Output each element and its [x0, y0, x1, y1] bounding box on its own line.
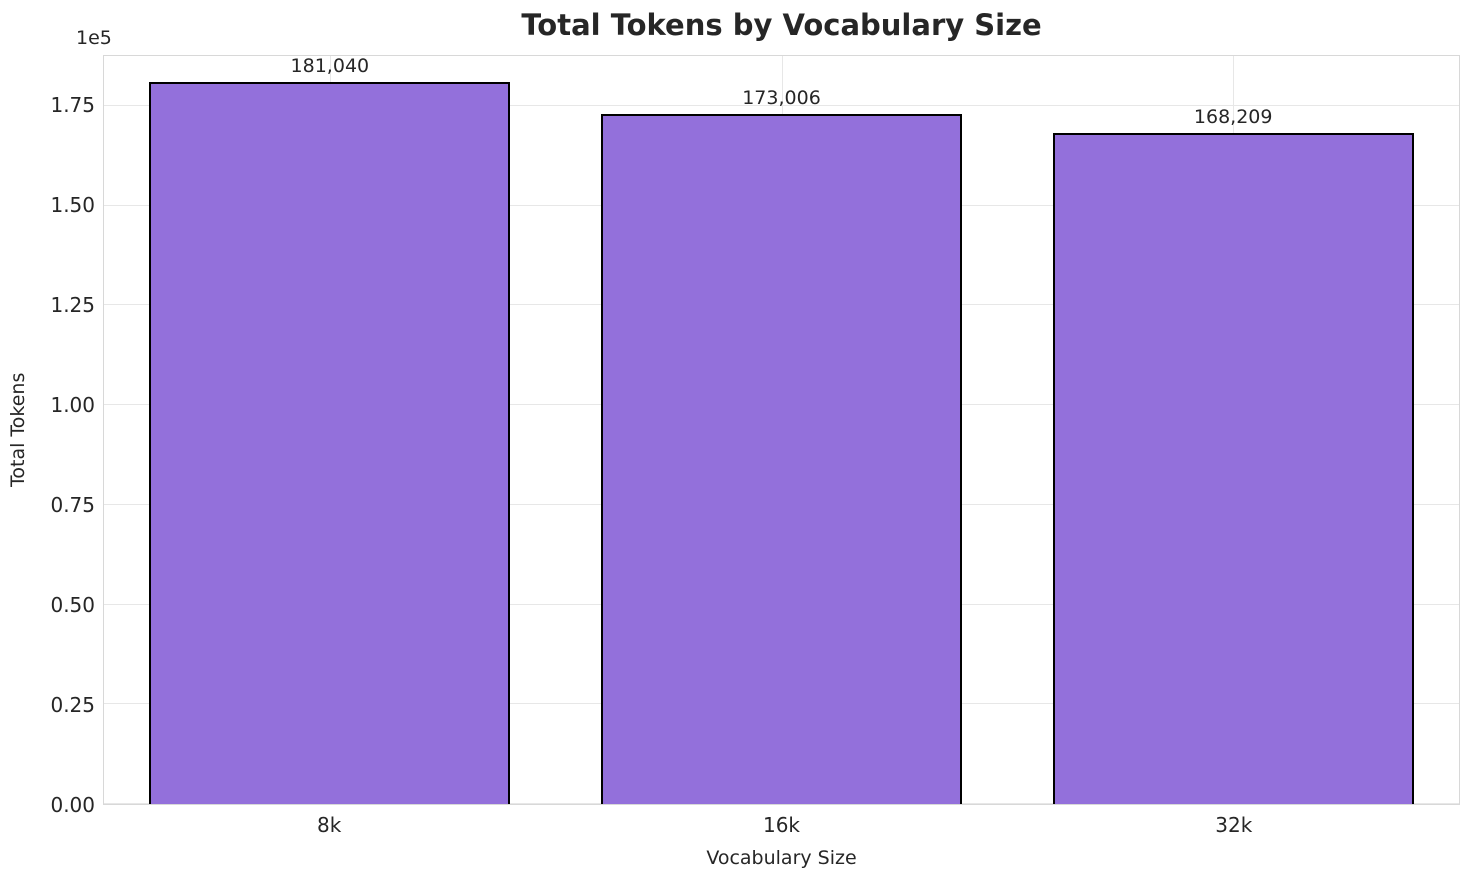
y-tick-label: 1.50 — [50, 193, 95, 217]
bar-slot: 168,209 — [1007, 56, 1459, 804]
y-tick-label: 1.00 — [50, 393, 95, 417]
x-axis-label: Vocabulary Size — [706, 847, 857, 869]
bar-value-label: 168,209 — [1193, 106, 1273, 129]
bar-slot: 173,006 — [556, 56, 1008, 804]
bar-slot: 181,040 — [104, 54, 556, 804]
y-tick-label: 0.50 — [50, 593, 95, 617]
x-tick-label: 32k — [1215, 813, 1253, 837]
bar-32k — [1052, 132, 1414, 804]
plot-area: 181,040 173,006 168,209 — [103, 55, 1460, 805]
y-axis-offset-text: 1e5 — [76, 27, 112, 49]
chart-title: Total Tokens by Vocabulary Size — [521, 8, 1042, 42]
bar-value-label: 173,006 — [742, 86, 821, 109]
y-tick-label: 0.00 — [50, 793, 95, 817]
bar-value-label: 181,040 — [290, 54, 370, 77]
y-tick-label: 0.25 — [50, 693, 95, 717]
x-tick-label: 8k — [317, 813, 342, 837]
x-tick-label: 16k — [762, 813, 800, 837]
bar-16k — [600, 113, 963, 804]
y-tick-label: 0.75 — [50, 493, 95, 517]
bars: 181,040 173,006 168,209 — [104, 54, 1459, 804]
y-tick-labels: 0.00 0.25 0.50 0.75 1.00 1.25 1.50 1.75 — [0, 55, 95, 815]
y-tick-label: 1.25 — [50, 293, 95, 317]
y-tick-label: 1.75 — [50, 93, 95, 117]
bar-8k — [149, 81, 511, 804]
x-tick-labels: 8k 16k 32k — [103, 813, 1460, 837]
